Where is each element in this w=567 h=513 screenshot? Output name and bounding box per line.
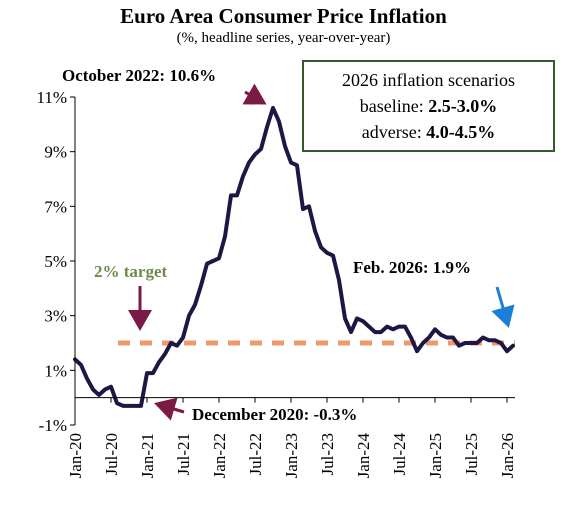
latest-arrow <box>491 286 515 328</box>
baseline-value: 2.5-3.0% <box>428 96 498 116</box>
scenario-box: 2026 inflation scenarios baseline: 2.5-3… <box>302 60 555 152</box>
x-tick-label: Jul-23 <box>318 433 337 476</box>
peak-annotation: October 2022: 10.6% <box>62 66 217 85</box>
x-tick-label: Jan-20 <box>66 433 85 478</box>
baseline-label: baseline: <box>359 96 429 116</box>
scenario-heading: 2026 inflation scenarios <box>342 70 515 90</box>
x-tick-label: Jul-24 <box>390 433 409 476</box>
x-tick-label: Jan-22 <box>210 433 229 478</box>
scenario-baseline: baseline: 2.5-3.0% <box>304 96 553 117</box>
target-label: 2% target <box>94 262 168 281</box>
chart-subtitle: (%, headline series, year-over-year) <box>176 30 391 46</box>
x-tick-label: Jul-20 <box>102 433 121 476</box>
y-tick-label: 3% <box>44 307 67 326</box>
y-tick-label: 11% <box>36 88 67 107</box>
x-tick-label: Jan-21 <box>138 433 157 478</box>
x-tick-label: Jan-23 <box>282 433 301 478</box>
trough-annotation: December 2020: -0.3% <box>192 405 358 424</box>
x-tick-label: Jan-26 <box>498 433 517 478</box>
y-tick-label: 5% <box>44 252 67 271</box>
x-tick-label: Jul-22 <box>246 433 265 476</box>
inflation-series-line <box>73 105 515 408</box>
y-tick-label: 7% <box>44 197 67 216</box>
scenario-adverse: adverse: 4.0-4.5% <box>304 122 553 143</box>
trough-arrow <box>154 397 185 421</box>
x-tick-label: Jul-21 <box>174 433 193 476</box>
adverse-label: adverse: <box>361 122 427 142</box>
latest-annotation: Feb. 2026: 1.9% <box>353 258 472 277</box>
x-tick-label: Jan-24 <box>354 433 373 479</box>
adverse-value: 4.0-4.5% <box>426 122 496 142</box>
chart-title: Euro Area Consumer Price Inflation <box>120 4 447 28</box>
y-tick-label: -1% <box>39 416 67 435</box>
x-tick-label: Jul-25 <box>462 433 481 476</box>
x-tick-label: Jan-25 <box>426 433 445 478</box>
y-tick-label: 9% <box>44 143 67 162</box>
peak-arrow <box>242 83 267 105</box>
y-tick-label: 1% <box>44 361 67 380</box>
